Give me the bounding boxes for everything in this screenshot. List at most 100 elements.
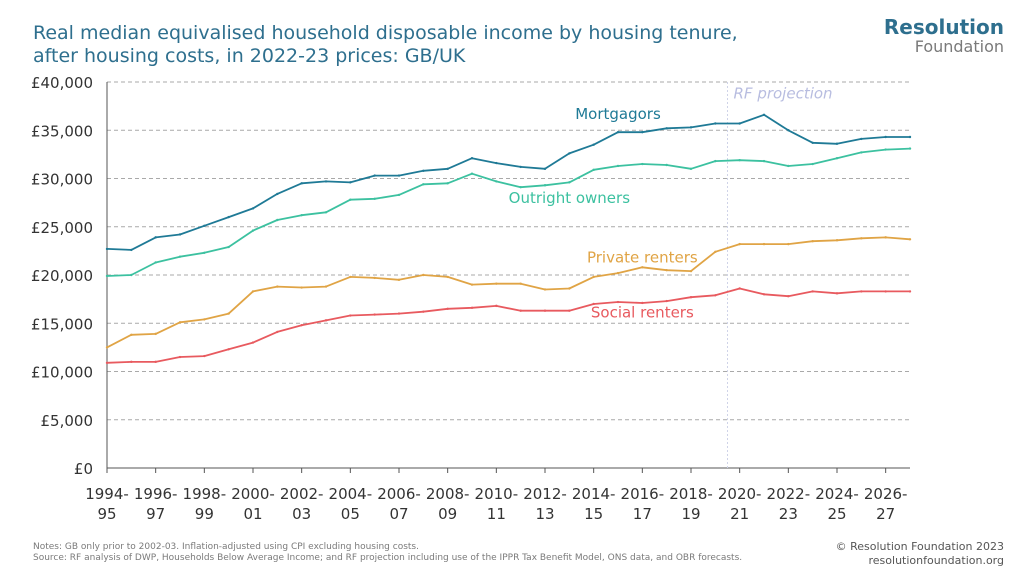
data-point-private-renters <box>835 239 839 242</box>
x-tick-label: 2020- <box>718 485 762 503</box>
data-point-mortgagors <box>251 207 255 210</box>
data-point-private-renters <box>616 271 620 275</box>
y-tick-label: £10,000 <box>31 364 93 382</box>
data-point-social-renters <box>811 290 814 293</box>
data-point-outright-owners <box>227 245 230 249</box>
x-tick-label: 2000- <box>231 485 275 503</box>
data-point-outright-owners <box>714 159 717 163</box>
x-tick-label: 2018- <box>669 485 713 503</box>
x-tick-label: 2012- <box>523 485 567 503</box>
data-point-social-renters <box>543 309 547 312</box>
data-point-mortgagors <box>203 224 206 227</box>
website-text: resolutionfoundation.org <box>868 554 1005 567</box>
x-tick-label: 01 <box>243 505 262 523</box>
x-tick-label: 07 <box>389 505 408 523</box>
chart-notes: Notes: GB only prior to 2002-03. Inflati… <box>33 542 742 564</box>
x-tick-label: 2026- <box>864 485 908 503</box>
data-point-private-renters <box>811 240 814 243</box>
data-point-mortgagors <box>689 126 693 129</box>
y-tick-label: £5,000 <box>41 412 94 430</box>
data-point-private-renters <box>446 275 449 279</box>
data-point-mortgagors <box>835 142 839 145</box>
data-point-outright-owners <box>787 164 790 168</box>
data-point-social-renters <box>227 348 230 351</box>
x-tick-label: 13 <box>535 505 554 523</box>
data-point-outright-owners <box>470 172 474 175</box>
x-tick-label: 17 <box>633 505 652 523</box>
data-point-outright-owners <box>738 158 741 162</box>
data-point-social-renters <box>616 300 620 304</box>
x-tick-label: 09 <box>438 505 457 523</box>
data-point-outright-owners <box>592 168 595 172</box>
data-point-outright-owners <box>689 167 693 171</box>
data-point-mortgagors <box>884 135 887 139</box>
data-point-private-renters <box>592 275 595 279</box>
data-point-private-renters <box>495 282 498 285</box>
data-point-private-renters <box>884 236 887 239</box>
x-tick-label: 21 <box>730 505 749 523</box>
data-point-social-renters <box>592 302 595 306</box>
data-point-outright-owners <box>495 180 498 183</box>
data-point-private-renters <box>373 276 376 280</box>
series-line-social-renters <box>106 287 910 364</box>
data-point-private-renters <box>154 332 157 336</box>
series-label-social-renters: Social renters <box>591 304 694 322</box>
series-line-private-renters <box>106 236 911 349</box>
data-point-outright-owners <box>568 181 571 184</box>
data-point-outright-owners <box>860 151 863 154</box>
data-point-mortgagors <box>762 113 766 117</box>
data-point-private-renters <box>568 287 571 290</box>
source-text: Source: RF analysis of DWP, Households B… <box>33 553 743 563</box>
data-point-social-renters <box>397 312 401 315</box>
x-tick-label: 1998- <box>183 485 227 503</box>
y-tick-label: £15,000 <box>31 315 93 333</box>
data-point-private-renters <box>397 278 401 282</box>
data-point-mortgagors <box>908 135 912 139</box>
data-point-social-renters <box>276 330 279 334</box>
y-tick-label: £25,000 <box>31 219 93 237</box>
data-point-mortgagors <box>543 167 547 171</box>
data-point-mortgagors <box>714 122 717 125</box>
data-point-outright-owners <box>665 163 668 167</box>
logo-sub-text: Foundation <box>914 37 1004 56</box>
data-point-social-renters <box>178 355 182 359</box>
data-point-mortgagors <box>349 181 352 184</box>
data-point-mortgagors <box>105 247 109 251</box>
x-tick-label: 2016- <box>621 485 665 503</box>
series-label-private-renters: Private renters <box>587 249 698 267</box>
copyright-text: © Resolution Foundation 2023 <box>835 540 1004 553</box>
data-point-private-renters <box>641 266 644 269</box>
x-tick-label: 2002- <box>280 485 324 503</box>
x-tick-label: 05 <box>341 505 360 523</box>
data-point-mortgagors <box>568 152 571 155</box>
data-point-mortgagors <box>324 180 328 183</box>
data-point-mortgagors <box>422 169 425 172</box>
data-point-social-renters <box>154 360 157 364</box>
data-point-social-renters <box>446 307 449 310</box>
x-tick-label: 15 <box>584 505 603 523</box>
data-point-social-renters <box>300 323 303 327</box>
x-tick-label: 2014- <box>572 485 616 503</box>
data-point-social-renters <box>860 290 863 293</box>
x-tick-label: 2022- <box>767 485 811 503</box>
x-tick-label: 19 <box>681 505 700 523</box>
data-point-social-renters <box>324 319 328 322</box>
y-tick-label: £40,000 <box>31 74 93 92</box>
data-point-social-renters <box>714 294 717 297</box>
data-point-mortgagors <box>665 127 668 130</box>
data-point-social-renters <box>495 304 498 308</box>
data-point-outright-owners <box>908 147 912 150</box>
data-point-outright-owners <box>154 261 157 264</box>
data-point-social-renters <box>787 295 790 298</box>
x-tick-label: 11 <box>487 505 506 523</box>
chart-title: Real median equivalised household dispos… <box>33 22 793 68</box>
x-tick-label: 1996- <box>134 485 178 503</box>
data-point-private-renters <box>689 269 693 273</box>
data-point-mortgagors <box>641 130 644 134</box>
data-point-private-renters <box>276 285 279 288</box>
data-point-mortgagors <box>470 157 474 160</box>
data-point-outright-owners <box>178 255 182 258</box>
data-point-outright-owners <box>422 183 425 186</box>
data-point-private-renters <box>130 333 133 337</box>
